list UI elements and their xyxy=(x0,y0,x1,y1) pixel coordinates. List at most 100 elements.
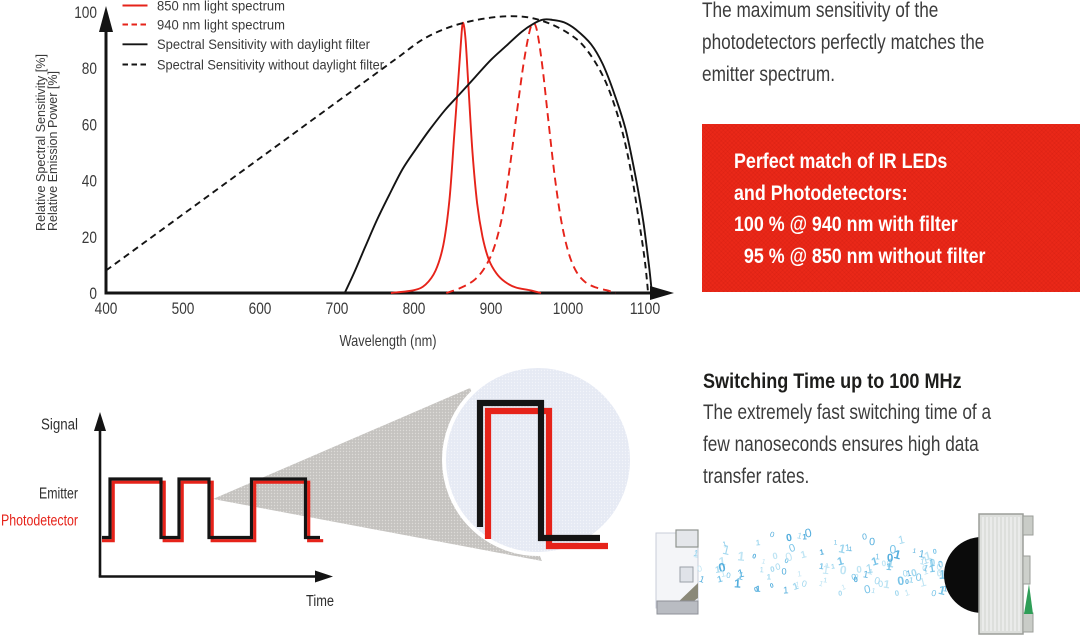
data-bit: 1 xyxy=(734,576,742,590)
data-bit: 1 xyxy=(818,579,825,589)
y-axis-arrowhead xyxy=(99,6,113,32)
data-bit: 1 xyxy=(719,568,726,579)
data-bit: 1 xyxy=(862,569,869,581)
data-bit: 1 xyxy=(716,574,723,585)
data-bit: 1 xyxy=(909,575,915,585)
data-bit: 1 xyxy=(797,569,802,578)
data-bit: 0 xyxy=(774,561,782,572)
data-bit: 0 xyxy=(905,579,909,586)
signal-axis-label: Signal xyxy=(41,417,78,434)
data-bit: 1 xyxy=(767,573,772,582)
switching-time-heading: Switching Time up to 100 MHz xyxy=(703,369,962,393)
photodetector-body xyxy=(978,513,1024,635)
y-axis-title-line2: Relative Emission Power [%] xyxy=(45,71,60,231)
data-bit: 0 xyxy=(869,536,875,548)
curve-1 xyxy=(390,21,542,294)
x-tick-label: 900 xyxy=(480,299,503,318)
data-bit: 1 xyxy=(819,547,826,557)
emitter-label: Emitter xyxy=(39,486,78,503)
emitter-window xyxy=(679,566,694,583)
data-bit: 1 xyxy=(922,562,930,573)
data-bit: 1 xyxy=(886,562,893,573)
data-bit: 1 xyxy=(928,557,935,570)
data-bit: 1 xyxy=(791,581,800,593)
data-bit: 1 xyxy=(692,549,699,560)
data-bit: 1 xyxy=(918,575,928,590)
data-bit: 0 xyxy=(781,566,786,576)
data-bit: 1 xyxy=(875,552,880,561)
data-bit: 1 xyxy=(870,555,879,568)
x-tick-label: 400 xyxy=(95,299,118,318)
photodetector-bottom-pin xyxy=(1022,612,1034,633)
data-bit: 0 xyxy=(856,564,863,575)
perfect-match-callout-box: Perfect match of IR LEDs and Photodetect… xyxy=(702,124,1080,292)
data-bit: 1 xyxy=(943,584,949,593)
switching-signal-diagram: Signal Emitter Photodetector Time xyxy=(1,364,634,610)
spectral-sensitivity-chart: 400 500 600 700 800 900 1000 1100 0 20 40 60 80 100 Wa… xyxy=(33,0,674,350)
y-tick-label: 80 xyxy=(82,59,97,78)
data-bit: 0 xyxy=(801,578,808,589)
data-bit: 1 xyxy=(822,563,830,578)
perfect-match-callout-text: Perfect match of IR LEDs and Photodetect… xyxy=(734,150,986,269)
y-tick-label: 100 xyxy=(74,3,97,22)
photodetector-wave xyxy=(102,480,324,543)
data-bit: 0 xyxy=(787,542,797,555)
data-bit: 1 xyxy=(923,549,933,563)
x-tick-label: 1100 xyxy=(630,299,660,318)
data-bit: 1 xyxy=(800,549,808,561)
data-bit: 1 xyxy=(698,574,706,585)
data-bit: 1 xyxy=(794,580,799,590)
data-bit: 0 xyxy=(804,526,813,541)
data-bit: 0 xyxy=(696,563,703,574)
data-bit: 1 xyxy=(893,547,903,562)
emitter-component xyxy=(655,529,699,615)
data-bit: 0 xyxy=(784,549,795,564)
data-bit: 1 xyxy=(870,588,876,596)
data-bit: 1 xyxy=(737,548,746,564)
data-bit: 0 xyxy=(881,559,887,568)
data-bit: 1 xyxy=(912,548,917,556)
magnified-photodetector-pulse xyxy=(484,407,608,550)
data-bit: 1 xyxy=(818,561,825,572)
data-bit: 0 xyxy=(932,549,937,556)
data-bit: 1 xyxy=(845,543,851,554)
data-bit: 0 xyxy=(937,559,945,570)
signal-x-arrowhead xyxy=(315,570,333,583)
data-bit: 1 xyxy=(693,548,700,559)
data-bit: 0 xyxy=(783,557,789,566)
y-tick-label: 20 xyxy=(82,228,97,247)
data-bit: 1 xyxy=(905,568,912,579)
x-tick-label: 500 xyxy=(172,299,195,318)
data-bit: 0 xyxy=(896,573,905,588)
data-bit: 1 xyxy=(841,584,847,592)
data-bit: 1 xyxy=(922,566,930,577)
data-bit: 1 xyxy=(918,549,926,561)
y-tick-label: 40 xyxy=(82,172,97,191)
data-bit: 0 xyxy=(751,553,757,561)
data-bit: 0 xyxy=(937,568,942,578)
data-bit: 0 xyxy=(887,553,894,565)
data-bit: 1 xyxy=(897,534,906,547)
legend-label: Spectral Sensitivity without daylight fi… xyxy=(157,57,384,72)
data-bit: 1 xyxy=(849,546,853,553)
data-bit: 0 xyxy=(717,560,727,575)
data-bit: 1 xyxy=(834,540,838,547)
data-bit: 0 xyxy=(873,576,881,588)
curve-4 xyxy=(105,15,650,294)
x-tick-label: 600 xyxy=(249,299,272,318)
data-bit: 0 xyxy=(853,572,859,582)
data-bit: 1 xyxy=(867,567,874,577)
data-bit: 1 xyxy=(929,564,937,576)
data-bit: 1 xyxy=(831,563,836,570)
y-tick-label: 0 xyxy=(89,284,97,303)
data-bit: 0 xyxy=(930,558,937,569)
emitter-top-tab xyxy=(675,529,699,548)
data-bit: 0 xyxy=(839,563,848,578)
data-bit: 0 xyxy=(910,568,918,580)
data-bit: 0 xyxy=(902,568,908,579)
switching-time-paragraph: The extremely fast switching time of a f… xyxy=(703,401,992,488)
data-bit: 1 xyxy=(802,532,807,541)
photodetector-top-pin xyxy=(1022,515,1034,536)
